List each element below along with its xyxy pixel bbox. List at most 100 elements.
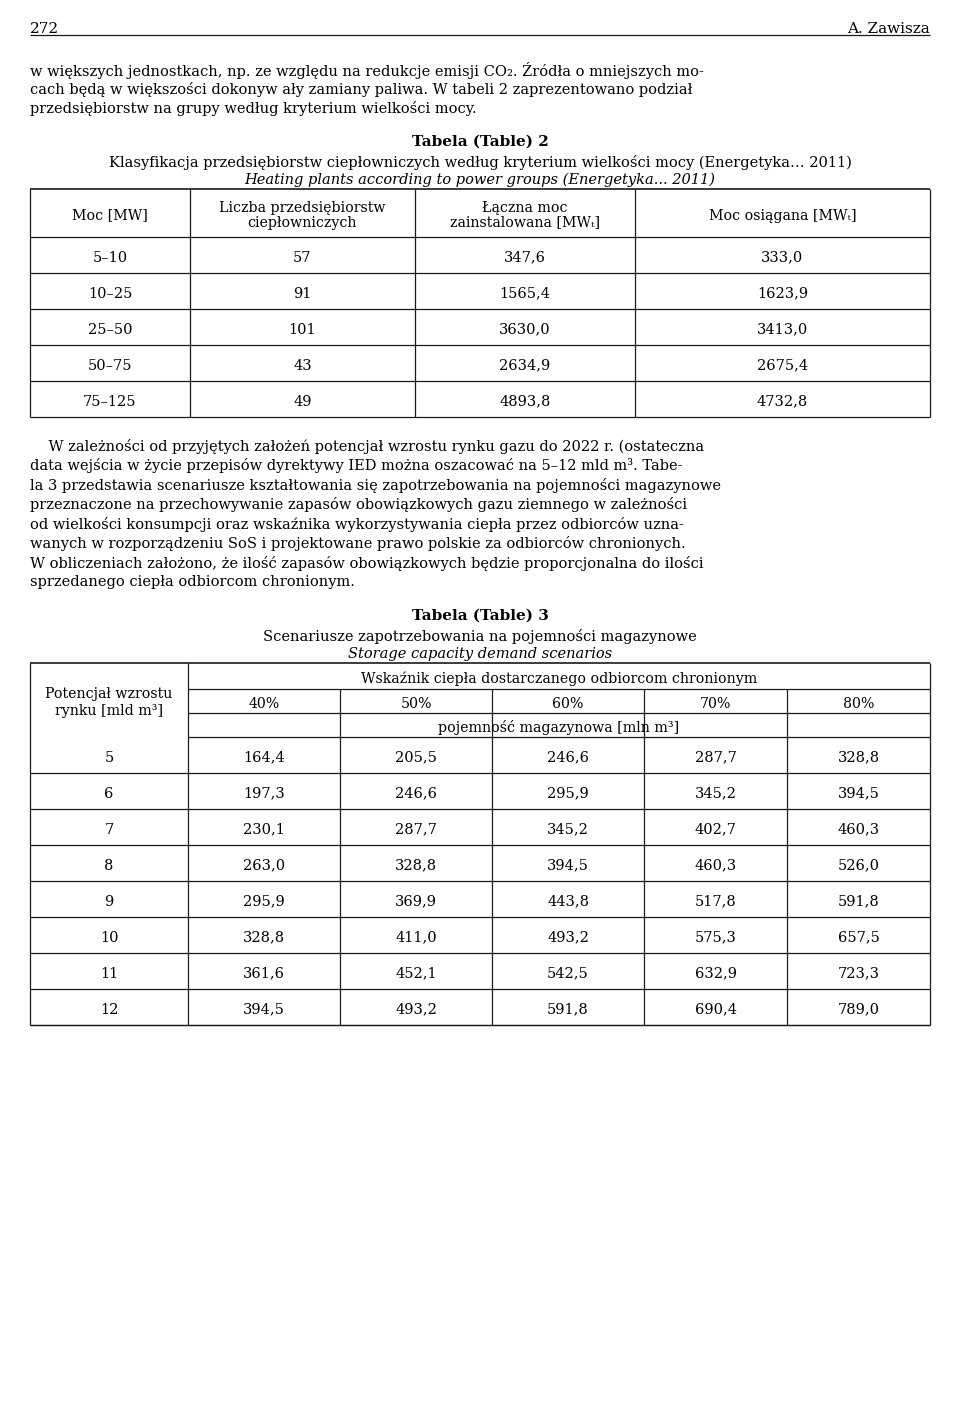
Text: 50%: 50% <box>400 697 432 711</box>
Text: 657,5: 657,5 <box>837 931 879 945</box>
Text: Liczba przedsiębiorstw: Liczba przedsiębiorstw <box>219 201 386 215</box>
Text: 345,2: 345,2 <box>695 787 736 801</box>
Text: 460,3: 460,3 <box>694 858 736 872</box>
Text: W obliczeniach założono, że ilość zapasów obowiązkowych będzie proporcjonalna do: W obliczeniach założono, że ilość zapasó… <box>30 556 704 570</box>
Text: 328,8: 328,8 <box>837 751 879 764</box>
Text: 205,5: 205,5 <box>396 751 437 764</box>
Text: 411,0: 411,0 <box>396 931 437 945</box>
Text: od wielkości konsumpcji oraz wskaźnika wykorzystywania ciepła przez odbiorców uz: od wielkości konsumpcji oraz wskaźnika w… <box>30 516 684 532</box>
Text: 287,7: 287,7 <box>695 751 736 764</box>
Text: 5: 5 <box>105 751 113 764</box>
Text: wanych w rozporządzeniu SoS i projektowane prawo polskie za odbiorców chronionyc: wanych w rozporządzeniu SoS i projektowa… <box>30 536 685 551</box>
Text: 11: 11 <box>100 966 118 980</box>
Text: 164,4: 164,4 <box>243 751 285 764</box>
Text: 402,7: 402,7 <box>695 822 736 836</box>
Text: 452,1: 452,1 <box>396 966 437 980</box>
Text: 632,9: 632,9 <box>694 966 736 980</box>
Text: 460,3: 460,3 <box>837 822 879 836</box>
Text: sprzedanego ciepła odbiorcom chronionym.: sprzedanego ciepła odbiorcom chronionym. <box>30 576 355 589</box>
Text: 12: 12 <box>100 1003 118 1016</box>
Text: cach będą w większości dokonyw ały zamiany paliwa. W tabeli 2 zaprezentowano pod: cach będą w większości dokonyw ały zamia… <box>30 81 692 97</box>
Text: 295,9: 295,9 <box>547 787 588 801</box>
Text: 10–25: 10–25 <box>87 286 132 301</box>
Text: 789,0: 789,0 <box>837 1003 879 1016</box>
Text: data wejścia w życie przepisów dyrektywy IED można oszacować na 5–12 mld m³. Tab: data wejścia w życie przepisów dyrektywy… <box>30 457 683 473</box>
Text: 493,2: 493,2 <box>547 931 588 945</box>
Text: 246,6: 246,6 <box>395 787 437 801</box>
Text: 263,0: 263,0 <box>243 858 285 872</box>
Text: 2675,4: 2675,4 <box>756 359 808 372</box>
Text: 591,8: 591,8 <box>547 1003 588 1016</box>
Text: przeznaczone na przechowywanie zapasów obowiązkowych gazu ziemnego w zależności: przeznaczone na przechowywanie zapasów o… <box>30 497 687 512</box>
Text: zainstalowana [MWₜ]: zainstalowana [MWₜ] <box>450 215 600 229</box>
Text: 197,3: 197,3 <box>243 787 285 801</box>
Text: 1623,9: 1623,9 <box>756 286 808 301</box>
Text: 25–50: 25–50 <box>87 322 132 336</box>
Text: 517,8: 517,8 <box>695 895 736 909</box>
Text: 8: 8 <box>105 858 113 872</box>
Text: 690,4: 690,4 <box>694 1003 736 1016</box>
Text: 345,2: 345,2 <box>547 822 588 836</box>
Text: Storage capacity demand scenarios: Storage capacity demand scenarios <box>348 647 612 661</box>
Text: 394,5: 394,5 <box>837 787 879 801</box>
Text: ciepłowniczych: ciepłowniczych <box>248 215 357 229</box>
Text: 394,5: 394,5 <box>243 1003 285 1016</box>
Text: Wskaźnik ciepła dostarczanego odbiorcom chronionym: Wskaźnik ciepła dostarczanego odbiorcom … <box>361 671 757 685</box>
Text: 246,6: 246,6 <box>547 751 589 764</box>
Text: 3413,0: 3413,0 <box>756 322 808 336</box>
Text: la 3 przedstawia scenariusze kształtowania się zapotrzebowania na pojemności mag: la 3 przedstawia scenariusze kształtowan… <box>30 477 721 493</box>
Text: 493,2: 493,2 <box>396 1003 437 1016</box>
Text: 723,3: 723,3 <box>837 966 879 980</box>
Text: 542,5: 542,5 <box>547 966 588 980</box>
Text: 2634,9: 2634,9 <box>499 359 551 372</box>
Text: 40%: 40% <box>249 697 279 711</box>
Text: Moc [MW]: Moc [MW] <box>72 208 148 222</box>
Text: 43: 43 <box>293 359 312 372</box>
Text: 91: 91 <box>294 286 312 301</box>
Text: 4732,8: 4732,8 <box>756 395 808 409</box>
Text: Scenariusze zapotrzebowania na pojemności magazynowe: Scenariusze zapotrzebowania na pojemnośc… <box>263 628 697 644</box>
Text: 328,8: 328,8 <box>243 931 285 945</box>
Text: 57: 57 <box>293 251 312 265</box>
Text: A. Zawisza: A. Zawisza <box>848 21 930 36</box>
Text: 50–75: 50–75 <box>87 359 132 372</box>
Text: 5–10: 5–10 <box>92 251 128 265</box>
Text: Moc osiągana [MWₜ]: Moc osiągana [MWₜ] <box>708 208 856 222</box>
Text: Potencjał wzrostu
rynku [mld m³]: Potencjał wzrostu rynku [mld m³] <box>45 687 173 718</box>
Text: 1565,4: 1565,4 <box>499 286 550 301</box>
Text: Tabela (Table) 3: Tabela (Table) 3 <box>412 608 548 623</box>
Text: 6: 6 <box>105 787 113 801</box>
Text: 443,8: 443,8 <box>547 895 589 909</box>
Text: 60%: 60% <box>552 697 584 711</box>
Text: 230,1: 230,1 <box>243 822 285 836</box>
Text: 287,7: 287,7 <box>396 822 437 836</box>
Text: 75–125: 75–125 <box>84 395 136 409</box>
Text: 7: 7 <box>105 822 113 836</box>
Text: 80%: 80% <box>843 697 875 711</box>
Text: Tabela (Table) 2: Tabela (Table) 2 <box>412 134 548 148</box>
Text: 361,6: 361,6 <box>243 966 285 980</box>
Text: 526,0: 526,0 <box>837 858 879 872</box>
Text: pojemność magazynowa [mln m³]: pojemność magazynowa [mln m³] <box>439 720 680 735</box>
Text: 575,3: 575,3 <box>695 931 736 945</box>
Text: 272: 272 <box>30 21 60 36</box>
Text: 394,5: 394,5 <box>547 858 588 872</box>
Text: 328,8: 328,8 <box>395 858 437 872</box>
Text: 9: 9 <box>105 895 113 909</box>
Text: 333,0: 333,0 <box>761 251 804 265</box>
Text: 295,9: 295,9 <box>243 895 285 909</box>
Text: w większych jednostkach, np. ze względu na redukcje emisji CO₂. Źródła o mniejsz: w większych jednostkach, np. ze względu … <box>30 63 704 78</box>
Text: 369,9: 369,9 <box>395 895 437 909</box>
Text: 591,8: 591,8 <box>838 895 879 909</box>
Text: 4893,8: 4893,8 <box>499 395 551 409</box>
Text: 70%: 70% <box>700 697 732 711</box>
Text: przedsiębiorstw na grupy według kryterium wielkości mocy.: przedsiębiorstw na grupy według kryteriu… <box>30 101 476 115</box>
Text: 10: 10 <box>100 931 118 945</box>
Text: Łączna moc: Łączna moc <box>482 201 567 215</box>
Text: 3630,0: 3630,0 <box>499 322 551 336</box>
Text: W zależności od przyjętych założeń potencjał wzrostu rynku gazu do 2022 r. (osta: W zależności od przyjętych założeń poten… <box>30 439 704 453</box>
Text: Klasyfikacja przedsiębiorstw ciepłowniczych według kryterium wielkości mocy (Ene: Klasyfikacja przedsiębiorstw ciepłownicz… <box>108 154 852 170</box>
Text: 101: 101 <box>289 322 316 336</box>
Text: 49: 49 <box>293 395 312 409</box>
Text: Heating plants according to power groups (Energetyka... 2011): Heating plants according to power groups… <box>245 172 715 187</box>
